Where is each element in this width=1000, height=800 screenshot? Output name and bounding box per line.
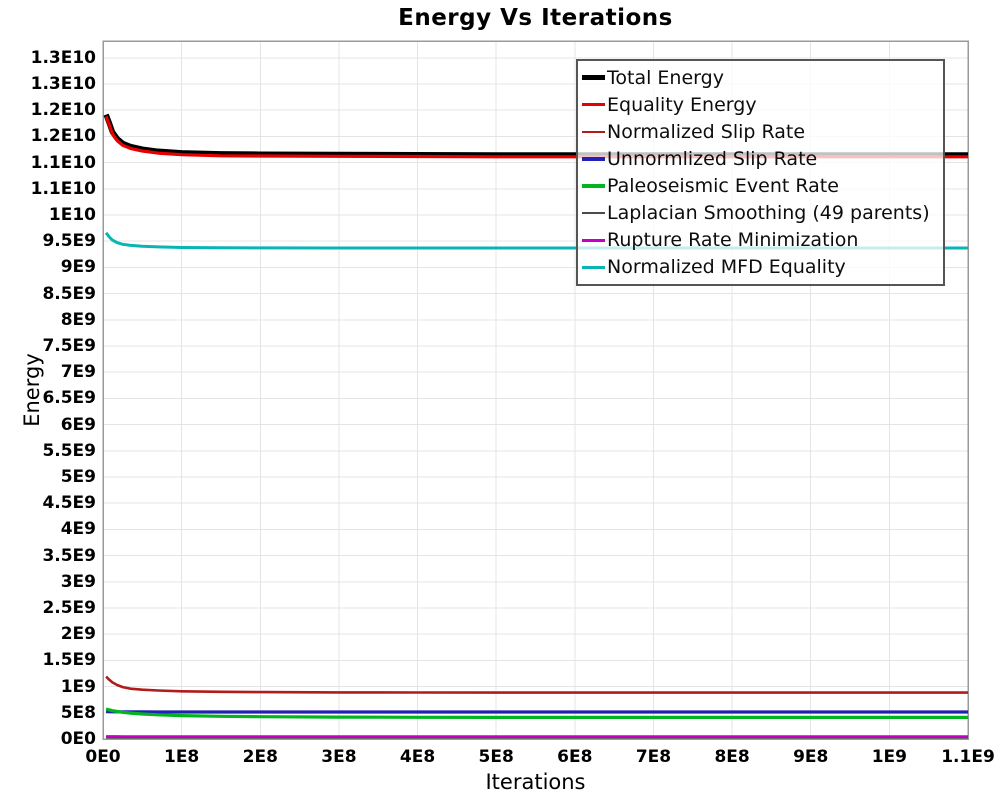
y-tick-label: 8.5E9 [42,283,96,304]
plot-border [102,40,969,740]
legend-swatch-icon [582,239,605,242]
y-tick-label: 6.5E9 [42,388,96,409]
y-tick-label: 9E9 [60,257,96,278]
y-tick-label: 9.5E9 [42,231,96,252]
x-tick-label: 4E8 [399,747,436,767]
x-tick-label: 2E8 [242,747,278,767]
legend-item-5: Laplacian Smoothing (49 parents) [582,202,939,224]
legend-label: Normalized MFD Equality [607,256,846,279]
legend-swatch-icon [582,74,605,81]
y-tick-label: 1E10 [48,204,96,225]
legend-swatch-icon [582,157,605,161]
y-tick-label: 7E9 [60,362,96,383]
y-tick-label: 1.2E10 [30,100,96,121]
y-tick-label: 5E8 [60,702,96,723]
legend-item-7: Normalized MFD Equality [582,256,939,278]
legend-item-2: Normalized Slip Rate [582,121,939,143]
legend-label: Unnormlized Slip Rate [607,147,818,170]
chart-title: Energy Vs Iterations [398,5,673,31]
legend-swatch-icon [582,265,605,269]
x-tick-label: 5E8 [478,747,514,767]
x-tick-label: 7E8 [635,747,672,767]
y-tick-label: 1.5E9 [42,650,96,671]
y-tick-label: 5.5E9 [42,440,96,461]
y-tick-label: 2.5E9 [42,597,96,618]
y-tick-label: 4.5E9 [42,493,96,514]
y-tick-label: 6E9 [60,414,96,435]
y-tick-label: 1.1E10 [30,152,96,173]
x-tick-label: 1E8 [163,747,200,767]
x-tick-label: 0E0 [85,747,121,767]
y-tick-label: 1.2E10 [30,126,96,147]
y-tick-label: 1.3E10 [30,73,96,94]
legend-item-6: Rupture Rate Minimization [582,229,939,251]
legend-item-0: Total Energy [582,67,939,89]
legend-item-3: Unnormlized Slip Rate [582,148,939,170]
legend-item-4: Paleoseismic Event Rate [582,175,939,197]
legend-swatch-icon [582,184,605,188]
legend: Total Energy Equality Energy Normalized Sl… [576,59,945,286]
y-tick-label: 0E0 [60,729,96,749]
y-tick-label: 8E9 [60,309,96,330]
legend-swatch-icon [582,130,605,134]
legend-label: Normalized Slip Rate [607,120,806,143]
y-tick-label: 4E9 [60,519,96,540]
x-tick-label: 3E8 [321,747,357,767]
legend-swatch-icon [582,103,605,107]
y-tick-label: 2E9 [60,624,96,645]
series-line-2 [105,675,968,694]
y-tick-label: 3E9 [60,571,96,592]
legend-label: Laplacian Smoothing (49 parents) [607,202,930,225]
y-tick-label: 7.5E9 [42,335,96,356]
y-tick-label: 1E9 [60,676,96,697]
legend-label: Paleoseismic Event Rate [607,175,839,198]
x-tick-label: 6E8 [557,747,593,767]
series-line-4 [105,707,968,720]
legend-label: Rupture Rate Minimization [607,229,859,252]
x-tick-label: 1E9 [871,747,907,767]
legend-label: Total Energy [607,66,724,89]
x-axis-title: Iterations [485,770,586,794]
y-tick-label: 1.1E10 [30,178,96,199]
y-tick-label: 5E9 [60,466,96,487]
legend-swatch-icon [582,211,605,215]
x-tick-label: 9E8 [793,747,829,767]
legend-item-1: Equality Energy [582,94,939,116]
legend-label: Equality Energy [607,93,757,116]
x-tick-label: 8E8 [714,747,750,767]
y-tick-label: 3.5E9 [42,545,96,566]
x-tick-label: 1.1E9 [941,747,995,767]
y-tick-label: 1.3E10 [30,47,96,68]
